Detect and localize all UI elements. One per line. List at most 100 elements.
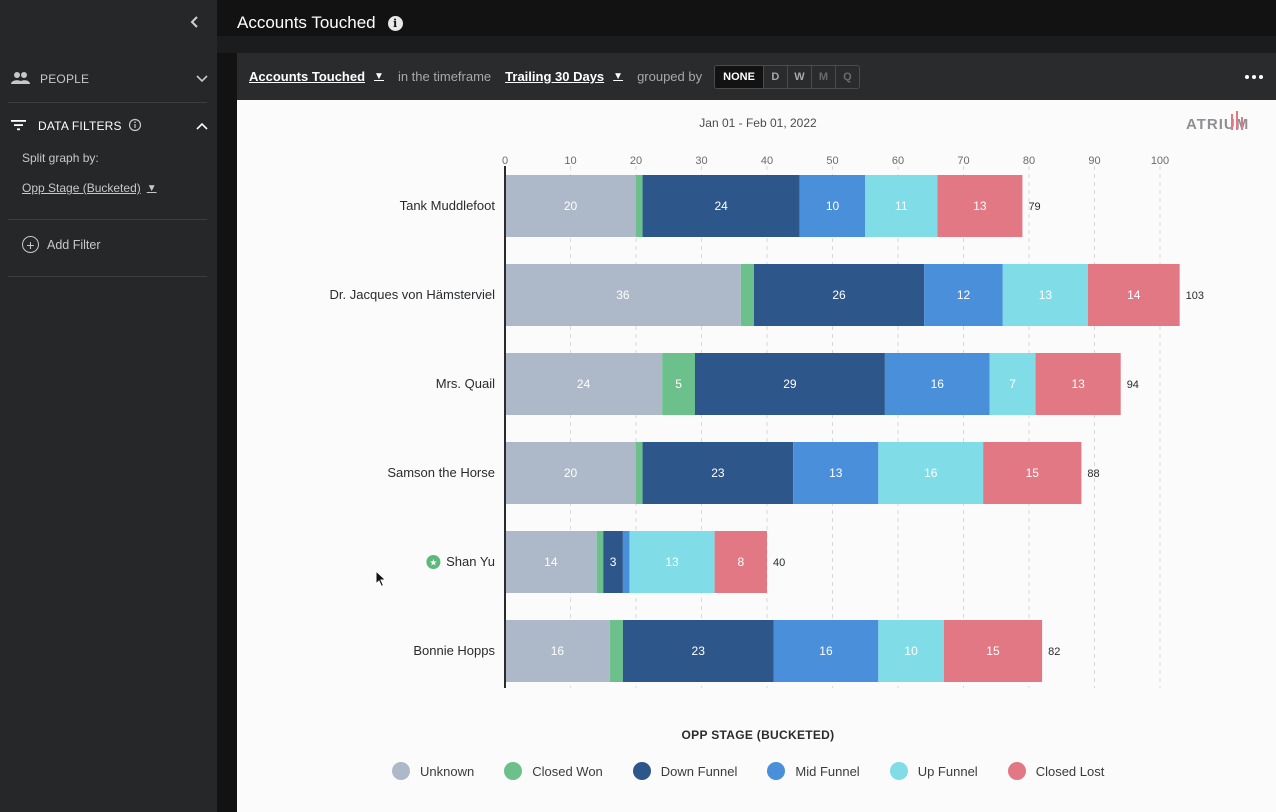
- bar-segment-label: 20: [564, 199, 578, 213]
- metric-select-value: Accounts Touched: [249, 69, 366, 84]
- bar-segment: [622, 620, 774, 682]
- bar-segment-label: 12: [957, 288, 971, 302]
- split-graph-select[interactable]: Opp Stage (Bucketed) ▼: [22, 181, 157, 195]
- group-month-button[interactable]: M: [810, 65, 835, 88]
- bar-segment-label: 13: [1071, 377, 1085, 391]
- chevron-down-icon: [195, 72, 209, 86]
- legend-item[interactable]: Mid Funnel: [767, 762, 860, 780]
- x-tick-label: 0: [502, 155, 508, 167]
- filters-label: DATA FILTERS: [38, 119, 122, 133]
- info-icon: [128, 118, 142, 135]
- bar-segment-label: 14: [544, 555, 558, 569]
- bar-segment: [636, 442, 643, 504]
- people-icon: [10, 71, 30, 88]
- bar-total-label: 82: [1048, 646, 1060, 658]
- bar-segment: [505, 175, 636, 237]
- x-tick-label: 90: [1088, 155, 1100, 167]
- divider: [8, 219, 207, 220]
- bar-segment: [1087, 264, 1180, 326]
- page-title-bar: Accounts Touched i: [237, 13, 403, 33]
- legend-swatch: [767, 762, 786, 780]
- bar-segment: [799, 175, 866, 237]
- caret-down-icon: ▼: [613, 71, 624, 82]
- legend-swatch: [392, 762, 410, 780]
- bar-segment: [642, 175, 800, 237]
- bar-segment: [662, 353, 695, 415]
- timeframe-select-value: Trailing 30 Days: [505, 69, 605, 84]
- bar-segment-label: 13: [829, 466, 843, 480]
- y-category-label: Bonnie Hopps: [413, 643, 495, 658]
- legend-label: Unknown: [420, 763, 475, 779]
- star-icon: ★: [429, 559, 437, 569]
- legend-swatch: [889, 762, 908, 780]
- info-icon[interactable]: i: [387, 15, 403, 31]
- group-none-button[interactable]: NONE: [715, 65, 763, 88]
- more-options-icon[interactable]: [1244, 65, 1264, 83]
- bar-segment-label: 5: [675, 377, 682, 391]
- split-graph-label: Split graph by:: [22, 151, 99, 165]
- page-title: Accounts Touched: [237, 13, 376, 32]
- timeframe-select[interactable]: Trailing 30 Days ▼: [505, 69, 623, 84]
- bar-segment-label: 13: [973, 199, 987, 213]
- bar-total-label: 88: [1087, 468, 1099, 480]
- bar-segment: [773, 620, 879, 682]
- bar-segment-label: 20: [564, 466, 578, 480]
- chevron-up-icon: [195, 119, 209, 133]
- plus-circle-icon: +: [22, 236, 39, 253]
- divider: [8, 102, 207, 103]
- legend-item[interactable]: Down Funnel: [632, 762, 738, 780]
- chevron-left-icon[interactable]: [186, 14, 204, 36]
- bar-segment: [609, 620, 623, 682]
- bar-segment: [865, 175, 938, 237]
- bar-segment: [505, 264, 741, 326]
- bar-segment: [983, 442, 1082, 504]
- caret-down-icon: ▼: [146, 182, 157, 194]
- in-timeframe-text: in the timeframe: [397, 69, 492, 84]
- legend-label: Down Funnel: [660, 763, 738, 779]
- bar-segment: [596, 531, 604, 593]
- group-day-button[interactable]: D: [762, 65, 787, 88]
- bar-segment: [636, 175, 643, 237]
- bar-segment-label: 16: [819, 644, 833, 658]
- query-toolbar: Accounts Touched ▼ in the timeframe Trai…: [237, 53, 1276, 100]
- bar-segment-label: 11: [895, 199, 908, 213]
- sidebar-filters-toggle[interactable]: DATA FILTERS: [10, 114, 209, 138]
- bar-segment: [937, 175, 1023, 237]
- group-quarter-button[interactable]: Q: [834, 65, 859, 88]
- header-strip: [217, 36, 1276, 53]
- y-category-label: Mrs. Quail: [436, 376, 495, 391]
- bar-total-label: 94: [1127, 379, 1139, 391]
- y-category-label: Shan Yu: [446, 554, 495, 569]
- bar-segment: [1035, 353, 1121, 415]
- legend-swatch: [632, 762, 651, 780]
- bar-segment-label: 14: [1127, 288, 1141, 302]
- bar-segment: [793, 442, 879, 504]
- bar-segment: [622, 531, 630, 593]
- x-tick-label: 10: [564, 155, 576, 167]
- metric-select[interactable]: Accounts Touched ▼: [249, 69, 384, 84]
- y-category-label: Tank Muddlefoot: [400, 198, 496, 213]
- bar-segment: [753, 264, 925, 326]
- chart-date-range: Jan 01 - Feb 01, 2022: [699, 116, 817, 130]
- chart-legend: Unknown Closed Won Down Funnel Mid Funnel Up…: [392, 762, 1134, 780]
- sidebar-people-toggle[interactable]: PEOPLE: [10, 67, 209, 91]
- legend-item[interactable]: Up Funnel: [889, 762, 978, 780]
- atrium-logo: ATRIUM: [1186, 110, 1266, 139]
- x-tick-label: 50: [826, 155, 838, 167]
- legend-label: Mid Funnel: [795, 763, 860, 779]
- bar-segment-label: 10: [826, 199, 840, 213]
- divider: [8, 276, 207, 277]
- legend-item[interactable]: Unknown: [392, 762, 474, 780]
- group-week-button[interactable]: W: [786, 65, 811, 88]
- bar-segment-label: 36: [616, 288, 630, 302]
- add-filter-button[interactable]: + Add Filter: [22, 236, 101, 253]
- bar-segment-label: 8: [737, 555, 744, 569]
- legend-item[interactable]: Closed Lost: [1007, 762, 1104, 780]
- mouse-pointer-icon: [375, 569, 387, 593]
- split-graph-value: Opp Stage (Bucketed): [22, 181, 141, 195]
- bar-segment-label: 3: [610, 555, 617, 569]
- legend-item[interactable]: Closed Won: [504, 762, 603, 780]
- x-tick-label: 40: [761, 155, 773, 167]
- legend-label: Up Funnel: [917, 763, 978, 779]
- star-badge-icon: [426, 555, 441, 569]
